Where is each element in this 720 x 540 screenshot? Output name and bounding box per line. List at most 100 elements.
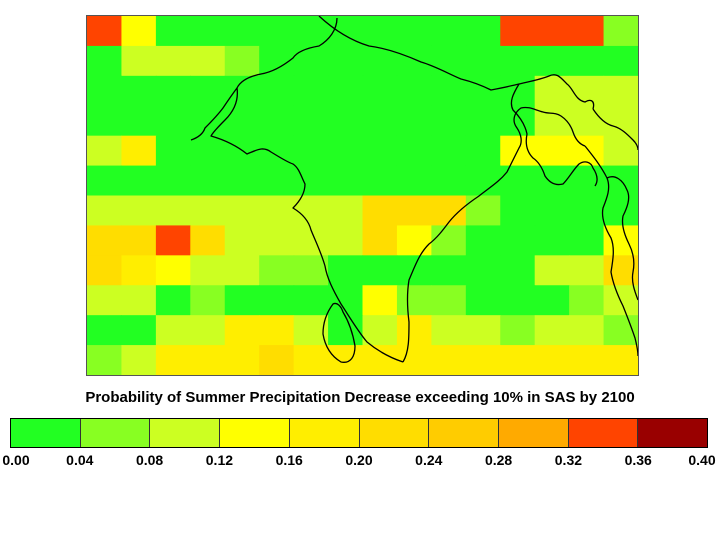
grid-cell [500,45,536,77]
grid-cell [362,16,398,47]
grid-cell [87,225,123,256]
grid-cell [190,225,226,256]
grid-cell [293,165,329,197]
grid-cell [603,75,638,107]
grid-cell [431,165,467,197]
grid-cell [431,225,467,256]
grid-cell [569,45,605,77]
grid-cell [259,345,295,375]
grid-cell [121,225,157,256]
grid-cell [328,225,364,256]
grid-cell [500,315,536,346]
grid-cell [603,225,638,256]
grid-cell [396,195,432,227]
grid-cell [362,225,398,256]
grid-cell [259,285,295,316]
grid-cell [87,285,123,316]
grid-cell [155,285,191,316]
colorbar-tick-label: 0.04 [66,452,94,468]
grid-cell [431,105,467,137]
india-west-coast [210,87,404,363]
map-canvas [87,16,638,375]
grid-cell [362,285,398,316]
grid-cell [259,315,295,346]
grid-cell [569,195,605,227]
grid-cell [224,165,260,197]
grid-cell [190,135,226,167]
grid-cell [396,16,432,47]
grid-cell [224,75,260,107]
grid-cell [121,45,157,77]
probability-map[interactable] [86,15,639,376]
grid-cell [121,285,157,316]
grid-cell [87,105,123,137]
grid-cell [224,45,260,77]
grid-cell [224,225,260,256]
grid-cell [155,75,191,107]
grid-cell [465,105,501,137]
colorbar-tick-label: 0.16 [275,452,303,468]
grid-cell [121,75,157,107]
grid-cell [190,75,226,107]
grid-cell [500,285,536,316]
grid-cell [534,16,570,47]
colorbar-tick-label: 0.20 [345,452,373,468]
grid-cell [431,135,467,167]
grid-cell [569,16,605,47]
grid-cell [465,195,501,227]
grid-cell [396,135,432,167]
grid-cell [121,135,157,167]
grid-cell [224,285,260,316]
grid-cell [569,135,605,167]
sri-lanka [322,302,356,363]
grid-cell [534,165,570,197]
grid-cell [224,345,260,375]
grid-cell [534,315,570,346]
grid-cell [328,45,364,77]
grid-cell [293,105,329,137]
grid-cell [569,315,605,346]
grid-cell [293,75,329,107]
grid-cell [121,16,157,47]
grid-cell [396,345,432,375]
grid-cell [431,255,467,286]
grid-cell [224,195,260,227]
grid-cell [87,315,123,346]
colorbar-segment [289,419,360,447]
grid-cell [328,105,364,137]
grid-cell [465,315,501,346]
grid-cell [87,135,123,167]
grid-cells [87,16,638,375]
grid-cell [87,345,123,375]
grid-cell [155,16,191,47]
grid-cell [362,75,398,107]
colorbar-tick-labels: 0.00 0.04 0.08 0.12 0.16 0.20 0.24 0.28 0.32 0.36… [0,452,720,472]
grid-cell [259,195,295,227]
grid-cell [465,45,501,77]
colorbar-tick-label: 0.36 [624,452,652,468]
colorbar-segment [638,419,708,447]
grid-cell [396,285,432,316]
india-east-coast [402,106,586,363]
grid-cell [569,165,605,197]
grid-cell [121,315,157,346]
grid-cell [431,285,467,316]
grid-cell [396,225,432,256]
grid-cell [603,195,638,227]
grid-cell [396,45,432,77]
grid-cell [465,75,501,107]
grid-cell [293,345,329,375]
grid-cell [465,345,501,375]
grid-cell [155,315,191,346]
grid-cell [224,315,260,346]
colorbar-tick-label: 0.32 [554,452,583,468]
colorbar-segment [568,419,639,447]
grid-cell [190,16,226,47]
grid-cell [259,135,295,167]
grid-cell [293,135,329,167]
grid-cell [465,16,501,47]
coastlines [190,16,638,363]
grid-cell [396,315,432,346]
colorbar-segment [498,419,569,447]
grid-cell [500,16,536,47]
